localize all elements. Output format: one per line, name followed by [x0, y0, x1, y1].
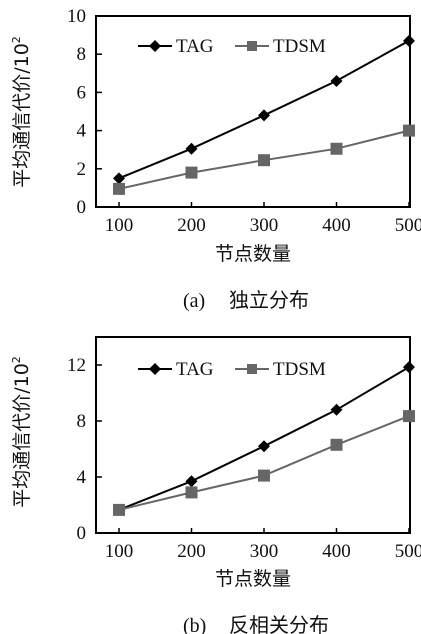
series-tag-point — [258, 440, 270, 453]
plot-frame — [95, 15, 411, 208]
series-tdsm-point — [185, 486, 198, 499]
chart-b: 0 4 8 12 100 200 300 400 500 TAG TDSM 平均通信代价/10… — [10, 336, 421, 634]
x-tick-label: 200 — [177, 541, 206, 562]
chart-a: 0 2 4 6 8 10 100 200 300 400 500 TAG TDSM 平均通信代价/… — [10, 6, 421, 312]
y-tick-label: 4 — [77, 121, 87, 142]
y-axis-label: 平均通信代价/102 — [10, 356, 33, 508]
legend-tdsm-label: TDSM — [273, 36, 326, 57]
caption-label: (a) — [183, 290, 205, 312]
x-axis-label: 节点数量 — [215, 243, 291, 265]
series-tdsm-line — [118, 415, 410, 511]
x-tick-label: 300 — [250, 541, 279, 562]
y-tick-label: 0 — [77, 197, 87, 218]
series-group — [113, 361, 415, 516]
y-tick-label: 10 — [67, 6, 86, 27]
y-tick-label: 0 — [77, 523, 87, 544]
series-tag-point — [330, 74, 343, 87]
series-tag-point — [403, 34, 415, 47]
series-tdsm-point — [330, 438, 343, 451]
y-tick-label: 12 — [67, 355, 86, 376]
y-ticks: 0 4 8 12 — [67, 355, 102, 544]
series-tag-point — [185, 142, 198, 155]
caption-label: (b) — [183, 615, 206, 634]
x-tick-label: 400 — [322, 541, 351, 562]
series-tag-line — [118, 366, 410, 511]
y-tick-label: 8 — [77, 44, 87, 65]
caption-text: 独立分布 — [229, 288, 309, 312]
x-tick-label: 500 — [395, 541, 421, 562]
x-axis-label: 节点数量 — [215, 568, 291, 590]
y-tick-label: 6 — [77, 82, 87, 103]
legend: TAG TDSM — [138, 359, 326, 380]
x-tick-label: 300 — [250, 215, 279, 236]
x-ticks: 100 200 300 400 500 — [105, 528, 421, 562]
series-tdsm-point — [113, 182, 125, 195]
x-tick-label: 400 — [322, 215, 351, 236]
plot-frame — [95, 336, 411, 534]
x-tick-label: 100 — [105, 541, 134, 562]
x-tick-label: 500 — [395, 215, 421, 236]
series-tag-point — [258, 109, 270, 122]
y-axis-label: 平均通信代价/102 — [10, 36, 33, 188]
y-tick-label: 4 — [77, 467, 87, 488]
x-tick-label: 100 — [105, 215, 134, 236]
series-tdsm-point — [113, 503, 125, 516]
series-group — [113, 34, 415, 195]
y-tick-label: 8 — [77, 411, 87, 432]
series-tdsm-point — [258, 154, 270, 167]
series-tdsm-point — [185, 166, 198, 179]
x-ticks: 100 200 300 400 500 — [105, 202, 421, 236]
series-tdsm-point — [258, 469, 270, 482]
series-tag-point — [330, 403, 343, 416]
legend-tdsm-label: TDSM — [273, 359, 326, 380]
y-tick-label: 2 — [77, 159, 87, 180]
series-tag-point — [185, 475, 198, 488]
legend-tdsm-marker — [247, 41, 257, 51]
legend-tag-marker — [149, 363, 161, 375]
legend-tag-label: TAG — [176, 359, 214, 380]
series-tdsm-point — [330, 142, 343, 155]
legend-tdsm-marker — [247, 364, 257, 374]
legend-tag-marker — [149, 40, 161, 52]
caption-text: 反相关分布 — [229, 613, 329, 634]
legend: TAG TDSM — [138, 36, 326, 57]
series-tdsm-point — [403, 124, 415, 137]
y-ticks: 0 2 4 6 8 10 — [67, 6, 102, 218]
series-tag-point — [113, 172, 125, 185]
x-tick-label: 200 — [177, 215, 206, 236]
series-tdsm-point — [403, 410, 415, 423]
legend-tag-label: TAG — [176, 36, 214, 57]
series-tag-point — [403, 361, 415, 374]
